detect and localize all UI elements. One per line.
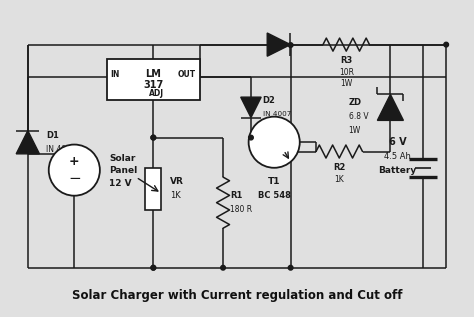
Polygon shape bbox=[267, 33, 291, 56]
Text: Solar: Solar bbox=[109, 154, 136, 163]
Circle shape bbox=[444, 42, 448, 47]
Text: BC 548: BC 548 bbox=[258, 191, 291, 200]
Circle shape bbox=[49, 145, 100, 196]
Circle shape bbox=[221, 265, 225, 270]
Text: 12 V: 12 V bbox=[109, 179, 132, 188]
Text: 10R: 10R bbox=[339, 68, 354, 77]
Text: IN: IN bbox=[110, 70, 120, 79]
Text: +: + bbox=[69, 155, 80, 168]
Polygon shape bbox=[16, 131, 39, 154]
Circle shape bbox=[151, 265, 155, 270]
Text: 1W: 1W bbox=[340, 80, 352, 88]
Text: 1K: 1K bbox=[170, 191, 180, 200]
Circle shape bbox=[151, 135, 155, 140]
Text: 6 V: 6 V bbox=[389, 137, 406, 147]
Text: IN 4007: IN 4007 bbox=[46, 145, 76, 154]
Text: 1K: 1K bbox=[334, 175, 344, 184]
Circle shape bbox=[151, 135, 155, 140]
Text: R2: R2 bbox=[333, 163, 346, 172]
Text: R3: R3 bbox=[340, 56, 352, 65]
Polygon shape bbox=[377, 94, 403, 120]
Text: IN 4007: IN 4007 bbox=[263, 111, 291, 117]
Circle shape bbox=[151, 265, 155, 270]
Text: 6.8 V: 6.8 V bbox=[348, 112, 368, 121]
Circle shape bbox=[249, 117, 300, 168]
Text: 180 R: 180 R bbox=[230, 205, 252, 214]
Text: ZD: ZD bbox=[348, 98, 362, 107]
Circle shape bbox=[249, 135, 253, 140]
Circle shape bbox=[288, 265, 293, 270]
Text: Panel: Panel bbox=[109, 165, 137, 175]
Text: Solar Charger with Current regulation and Cut off: Solar Charger with Current regulation an… bbox=[72, 289, 402, 302]
Text: 4.5 Ah: 4.5 Ah bbox=[384, 152, 411, 161]
Text: Battery: Battery bbox=[378, 165, 417, 175]
Text: R1: R1 bbox=[230, 191, 242, 200]
Text: T1: T1 bbox=[268, 177, 281, 186]
Polygon shape bbox=[241, 97, 261, 118]
Text: −: − bbox=[68, 171, 81, 186]
Text: ADJ: ADJ bbox=[149, 89, 164, 98]
Bar bbox=[107, 59, 200, 100]
Bar bbox=[145, 168, 162, 210]
Text: LM: LM bbox=[146, 69, 161, 79]
Circle shape bbox=[288, 43, 293, 48]
Text: 1W: 1W bbox=[348, 126, 361, 135]
Text: D2: D2 bbox=[263, 96, 275, 105]
Text: OUT: OUT bbox=[178, 70, 196, 79]
Text: 317: 317 bbox=[143, 80, 164, 90]
Text: D1: D1 bbox=[46, 131, 59, 140]
Text: VR: VR bbox=[170, 177, 183, 186]
